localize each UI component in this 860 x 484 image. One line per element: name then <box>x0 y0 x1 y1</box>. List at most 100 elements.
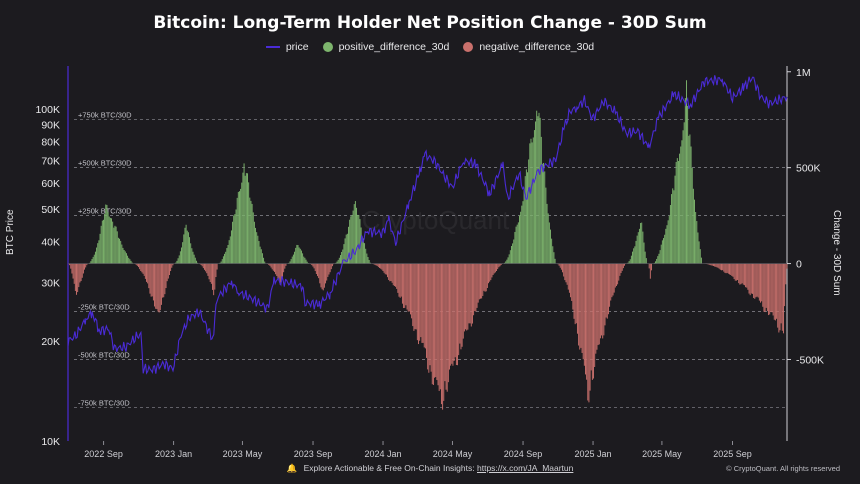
positive-bar <box>191 248 193 264</box>
positive-bar <box>548 222 550 264</box>
negative-bar <box>203 263 205 270</box>
positive-bar <box>131 262 133 264</box>
negative-bar <box>138 263 139 268</box>
positive-bar <box>93 254 95 264</box>
reference-line-label: +500k BTC/30D <box>78 159 132 168</box>
positive-bar <box>694 199 695 264</box>
positive-bar <box>531 142 533 264</box>
negative-bar <box>734 263 736 281</box>
left-tick-label: 50K <box>41 204 60 216</box>
negative-bar <box>429 263 431 366</box>
positive-bar <box>182 242 184 264</box>
negative-bar <box>333 263 335 265</box>
negative-bar <box>571 263 573 301</box>
negative-bar <box>374 263 376 265</box>
positive-bar <box>92 256 94 264</box>
negative-bar <box>327 263 329 277</box>
negative-bar <box>619 263 621 276</box>
positive-bar <box>357 214 359 264</box>
negative-bar <box>141 263 143 273</box>
negative-bar <box>574 263 576 325</box>
negative-bar <box>469 263 471 324</box>
negative-bar <box>416 263 418 341</box>
negative-bar <box>73 263 75 284</box>
negative-bar <box>485 263 487 292</box>
negative-bar <box>733 263 735 280</box>
negative-bar <box>726 263 728 273</box>
negative-bar <box>572 263 574 310</box>
negative-bar <box>771 263 773 313</box>
negative-bar <box>461 263 463 347</box>
positive-bar <box>189 237 191 264</box>
positive-bar <box>175 262 177 264</box>
negative-bar <box>285 263 287 266</box>
negative-bar <box>446 263 448 392</box>
positive-bar <box>698 241 700 264</box>
positive-bar <box>237 191 239 264</box>
negative-bar <box>649 263 651 279</box>
positive-bar <box>288 262 290 264</box>
positive-bar <box>668 215 670 264</box>
positive-bar <box>364 243 366 264</box>
positive-bar <box>236 197 238 264</box>
left-tick-label: 90K <box>41 119 60 131</box>
negative-bar <box>746 263 748 288</box>
negative-bar <box>475 263 477 312</box>
positive-bar <box>113 227 115 264</box>
negative-bar <box>160 263 162 305</box>
negative-bar <box>143 263 145 276</box>
legend-item-negative[interactable]: negative_difference_30d <box>463 41 594 53</box>
negative-bar <box>756 263 758 297</box>
legend-item-positive[interactable]: positive_difference_30d <box>322 41 449 53</box>
positive-bar <box>115 226 117 264</box>
positive-bar <box>177 258 179 264</box>
negative-bar <box>326 263 328 281</box>
positive-bar <box>128 257 130 264</box>
positive-bar <box>291 256 293 264</box>
positive-bar <box>221 259 223 264</box>
positive-bar <box>368 259 370 264</box>
negative-bar <box>151 263 153 297</box>
legend-positive-swatch <box>322 42 333 52</box>
watermark: CryptoQuant <box>362 205 510 235</box>
positive-bar <box>99 233 101 264</box>
positive-bar <box>108 216 110 264</box>
negative-bar <box>140 263 142 271</box>
negative-bar <box>727 263 729 274</box>
negative-bar <box>480 263 481 299</box>
negative-bar <box>210 263 212 284</box>
negative-bar <box>740 263 742 285</box>
negative-bar <box>159 263 161 311</box>
negative-bar <box>579 263 581 350</box>
positive-bar <box>508 254 510 264</box>
negative-bar <box>277 263 279 279</box>
positive-bar <box>97 243 99 264</box>
legend-item-price[interactable]: price <box>265 41 309 53</box>
negative-bar <box>377 263 379 268</box>
positive-bar <box>365 248 367 264</box>
negative-bar <box>470 263 472 327</box>
negative-bar <box>737 263 739 280</box>
positive-bar <box>348 226 349 264</box>
negative-bar <box>614 263 616 288</box>
negative-bar <box>738 263 740 284</box>
positive-bar <box>105 204 107 264</box>
positive-bar <box>361 236 363 264</box>
footer-link[interactable]: https://x.com/JA_Maartun <box>477 463 574 473</box>
positive-bar <box>194 257 196 264</box>
negative-bar <box>496 263 498 271</box>
negative-bar <box>483 263 485 291</box>
positive-bar <box>298 247 300 264</box>
negative-bar <box>269 263 271 266</box>
negative-bar <box>397 263 399 293</box>
negative-bar <box>76 263 77 295</box>
negative-bar <box>605 263 607 318</box>
positive-bar <box>197 262 199 264</box>
negative-bar <box>565 263 567 283</box>
positive-bar <box>635 240 637 264</box>
negative-bar <box>750 263 752 294</box>
positive-bar <box>507 257 509 264</box>
positive-bar <box>353 204 355 264</box>
negative-bar <box>387 263 388 278</box>
positive-bar <box>94 251 96 264</box>
